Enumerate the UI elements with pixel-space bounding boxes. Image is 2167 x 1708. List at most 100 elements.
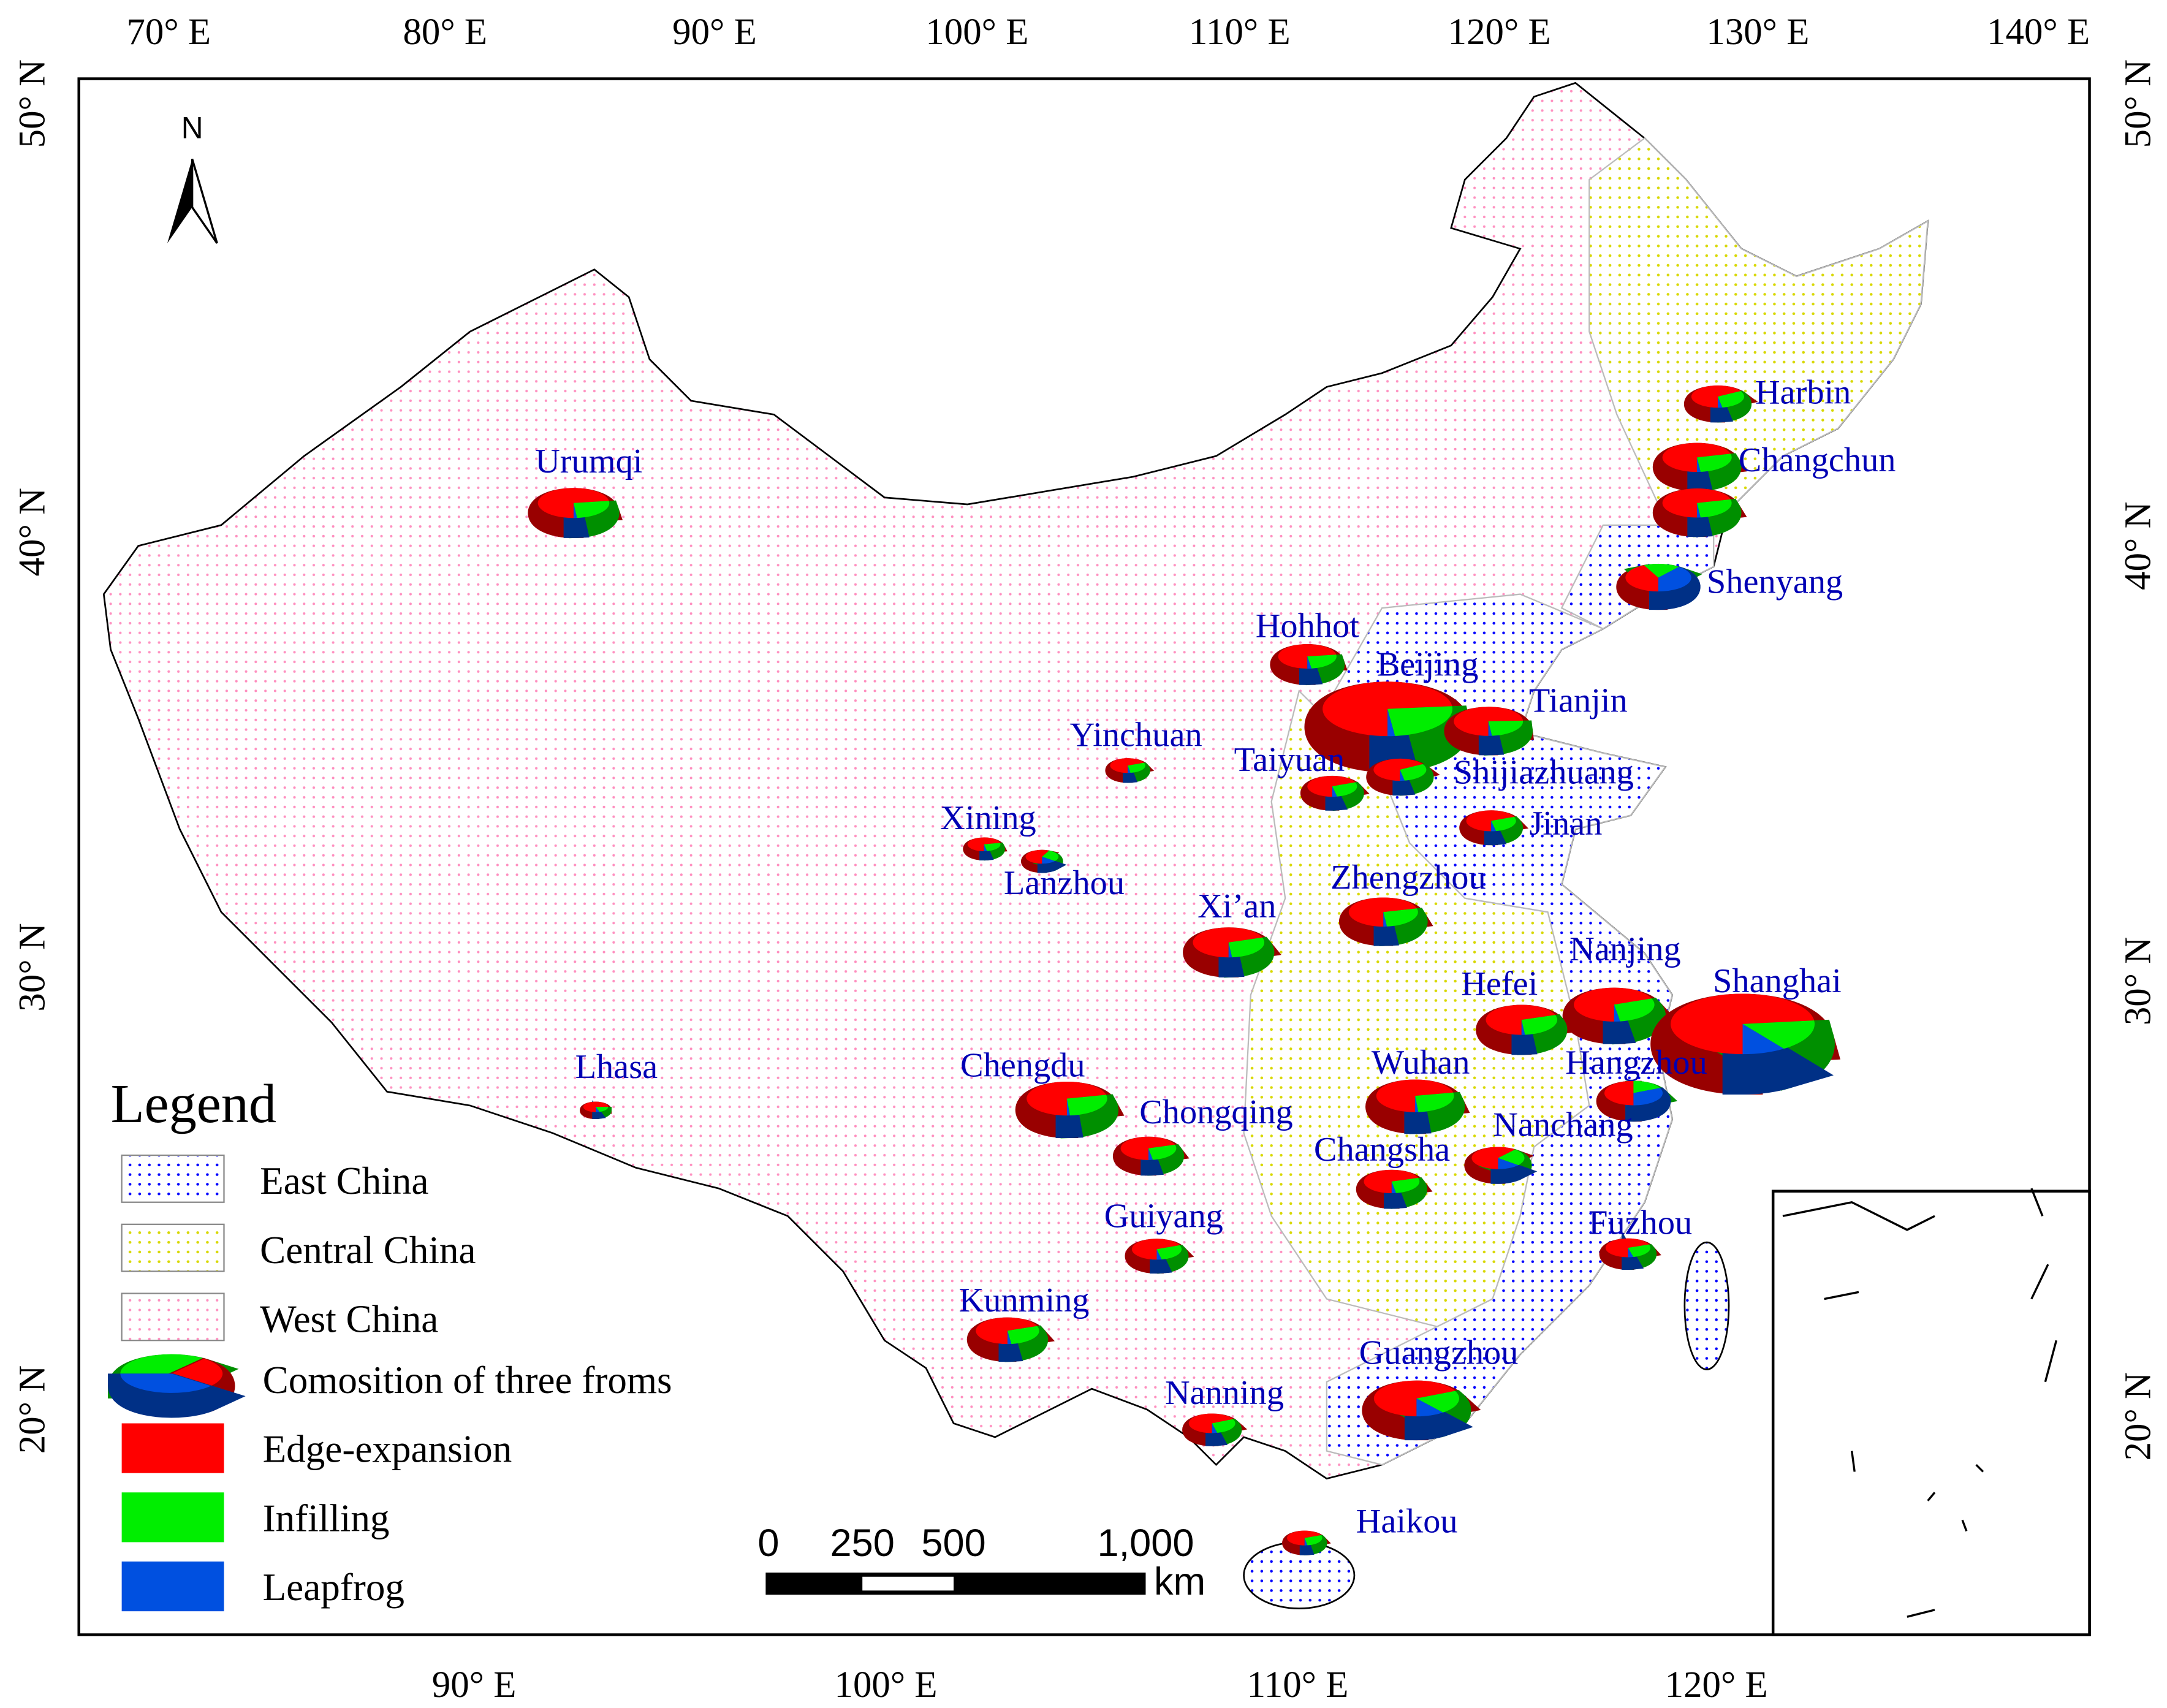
city-label: Guangzhou <box>1359 1334 1519 1372</box>
pie-slice <box>1376 1079 1454 1112</box>
scale-bar-segment <box>862 1576 954 1591</box>
bottom-tick-label: 110° E <box>1247 1664 1349 1706</box>
city-label: Beijing <box>1376 646 1478 684</box>
top-tick-label: 140° E <box>1987 12 2090 53</box>
city-pie <box>1282 1530 1331 1556</box>
pie-slice <box>1454 707 1524 736</box>
right-tick-label: 30° N <box>2118 937 2159 1025</box>
legend-label: West China <box>260 1298 438 1341</box>
pie-slice <box>1148 1144 1177 1160</box>
pie-slice <box>1486 1004 1555 1035</box>
top-tick-label: 100° E <box>925 12 1028 53</box>
pie-slice <box>1671 993 1815 1055</box>
top-tick-label: 70° E <box>126 12 211 53</box>
legend-label: Infilling <box>263 1497 390 1539</box>
pie-slice <box>1066 1098 1070 1116</box>
inset-islands <box>1782 1188 2058 1618</box>
map-frame <box>77 77 2091 1636</box>
pie-slice <box>1332 782 1357 797</box>
pie-slice <box>1383 912 1387 927</box>
city-label: Chongqing <box>1139 1093 1293 1131</box>
city-label: Shijiazhuang <box>1454 754 1634 792</box>
city-pie <box>1339 897 1433 946</box>
pie-slice <box>1415 1096 1419 1112</box>
pie-slice <box>1007 1326 1039 1344</box>
city-pie <box>1562 987 1675 1045</box>
city-label: Changsha <box>1314 1131 1450 1169</box>
pie-slice <box>1304 1535 1323 1546</box>
pie-slice <box>1348 897 1417 927</box>
north-label: N <box>181 110 203 145</box>
pie-slice <box>1604 1080 1634 1106</box>
left-tick-label: 20° N <box>12 1365 53 1454</box>
pie-slice <box>1415 1092 1454 1112</box>
pie-slice <box>1488 721 1492 736</box>
city-label: Lanzhou <box>1004 864 1125 902</box>
pie-slice <box>1625 565 1659 592</box>
city-label: Shanghai <box>1713 962 1842 1000</box>
city-label: Harbin <box>1755 373 1851 411</box>
pie-slice <box>1491 816 1516 832</box>
city-pie <box>1459 810 1529 846</box>
legend-swatch <box>121 1223 225 1272</box>
pie-slice <box>1697 454 1732 472</box>
city-label: Wuhan <box>1372 1044 1470 1082</box>
pie-slice <box>1633 1088 1663 1106</box>
pie-slice <box>1491 821 1497 832</box>
inset-frame <box>1771 1190 2091 1636</box>
pie-slice <box>1521 1015 1558 1035</box>
city-pie <box>1362 1380 1481 1441</box>
pie-slice <box>596 1107 609 1112</box>
pie-slice <box>1697 457 1701 473</box>
pie-slice <box>1662 442 1731 473</box>
city-pie <box>1616 563 1702 610</box>
city-pie <box>1105 758 1155 783</box>
city-pie <box>1476 1004 1575 1055</box>
legend-pie-slice <box>107 1373 246 1418</box>
city-label: Hohhot <box>1256 607 1359 645</box>
legend-pie-slice <box>120 1354 204 1374</box>
pie-slice <box>1697 499 1732 518</box>
pie-slice <box>1614 1004 1620 1022</box>
top-tick-label: 90° E <box>672 12 757 53</box>
pie-slice <box>1387 708 1395 737</box>
city-label: Changchun <box>1739 441 1896 479</box>
city-pie <box>580 1100 612 1120</box>
city-pie <box>1112 1136 1190 1176</box>
scale-bar <box>765 1573 1146 1595</box>
pie-slice <box>1391 1178 1420 1193</box>
scale-label: 1,000 <box>1097 1522 1194 1565</box>
pie-slice <box>967 837 1000 851</box>
legend-swatch <box>121 1492 224 1543</box>
pie-slice <box>1212 1419 1235 1433</box>
city-label: Yinchuan <box>1070 716 1202 754</box>
pie-slice <box>1042 857 1055 864</box>
city-pie <box>1366 758 1440 796</box>
city-pie <box>1650 993 1841 1095</box>
city-pie <box>1464 1147 1538 1184</box>
top-tick-label: 80° E <box>403 12 487 53</box>
legend-swatch <box>121 1561 224 1612</box>
right-tick-label: 20° N <box>2118 1372 2159 1460</box>
city-pie <box>1183 927 1281 978</box>
city-label: Taiyuan <box>1234 741 1345 779</box>
right-tick-label: 40° N <box>2118 501 2159 590</box>
pie-slice <box>1287 1530 1321 1546</box>
city-label: Xining <box>940 799 1036 837</box>
pie-slice <box>984 843 1001 851</box>
legend-label: East China <box>260 1160 428 1202</box>
pie-slice <box>1614 998 1655 1022</box>
city-label: Haikou <box>1356 1503 1458 1541</box>
left-tick-label: 40° N <box>12 488 53 576</box>
city-pie <box>1270 644 1348 686</box>
pie-slice <box>1471 1147 1516 1169</box>
top-tick-label: 110° E <box>1189 12 1291 53</box>
pie-slice <box>1387 706 1453 736</box>
city-label: Urumqi <box>535 442 642 480</box>
city-label: Xi’an <box>1197 887 1276 925</box>
pie-slice <box>1662 488 1731 518</box>
scale-label: 500 <box>921 1522 985 1565</box>
bottom-tick-label: 120° E <box>1665 1664 1768 1706</box>
pie-slice <box>1416 1391 1459 1413</box>
